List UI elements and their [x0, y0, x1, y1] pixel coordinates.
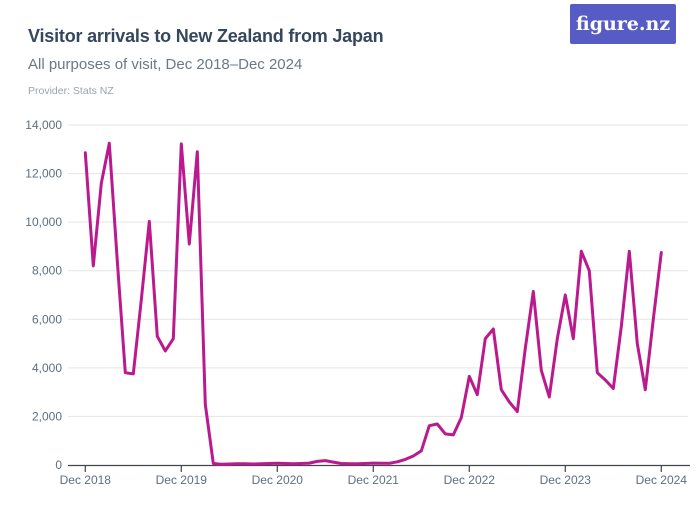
chart-subtitle: All purposes of visit, Dec 2018–Dec 2024: [28, 56, 303, 73]
x-axis-label: Dec 2019: [156, 473, 208, 487]
y-axis-label: 8,000: [32, 264, 62, 278]
x-axis-label: Dec 2024: [636, 473, 688, 487]
x-axis-label: Dec 2018: [60, 473, 112, 487]
figurenz-logo-text: figure.nz: [575, 13, 671, 35]
data-line-japan-arrivals: [83, 141, 663, 466]
y-axis-label: 10,000: [25, 215, 62, 229]
x-axis-label: Dec 2023: [540, 473, 592, 487]
x-axis-label: Dec 2021: [348, 473, 400, 487]
figurenz-logo[interactable]: figure.nz: [570, 4, 676, 44]
y-axis-label: 12,000: [25, 167, 62, 181]
x-axis-label: Dec 2022: [444, 473, 496, 487]
y-axis-label: 2,000: [32, 409, 62, 423]
y-axis-label: 0: [55, 458, 62, 472]
x-axis-label: Dec 2020: [252, 473, 304, 487]
provider-note: Provider: Stats NZ: [28, 85, 114, 97]
y-axis-label: 14,000: [25, 118, 62, 132]
y-axis-label: 6,000: [32, 312, 62, 326]
page-title: Visitor arrivals to New Zealand from Jap…: [28, 26, 384, 46]
y-axis-label: 4,000: [32, 361, 62, 375]
